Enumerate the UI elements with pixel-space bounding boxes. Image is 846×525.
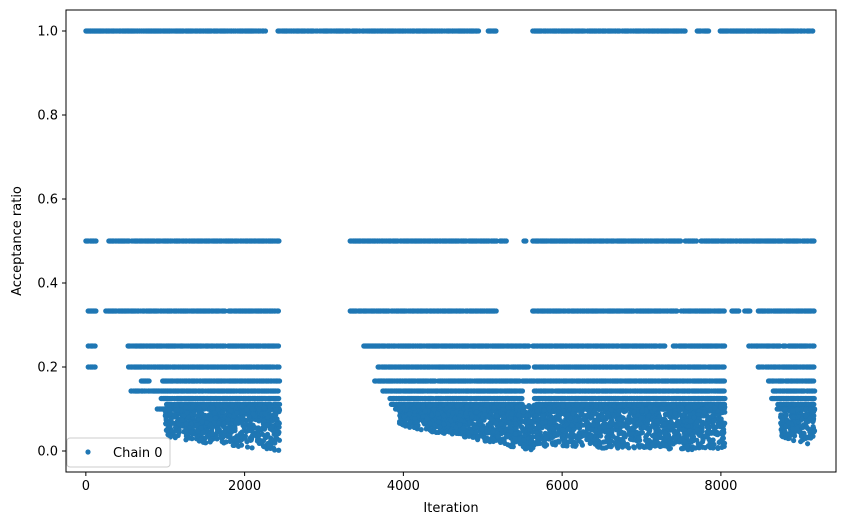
- data-point: [92, 343, 98, 349]
- data-point: [693, 238, 700, 244]
- data-point: [706, 28, 712, 34]
- data-point: [662, 343, 668, 349]
- data-point: [722, 343, 728, 349]
- data-point: [276, 364, 282, 370]
- data-point: [523, 238, 529, 244]
- data-point: [262, 28, 269, 34]
- data-point: [682, 28, 688, 34]
- data-point: [92, 364, 98, 370]
- data-point: [736, 308, 742, 314]
- data-point: [503, 238, 509, 244]
- data-point: [811, 364, 817, 370]
- data-point: [276, 238, 282, 244]
- data-point: [519, 388, 526, 394]
- data-point: [475, 28, 482, 34]
- data-point: [146, 378, 152, 384]
- data-point: [525, 364, 532, 370]
- data-point: [275, 388, 281, 394]
- data-point: [276, 378, 283, 384]
- data-point: [275, 308, 282, 314]
- data-point: [678, 238, 684, 244]
- data-point: [93, 238, 99, 244]
- data-point: [810, 28, 816, 34]
- data-point: [811, 343, 817, 349]
- data-point: [721, 378, 728, 384]
- data-point: [747, 308, 753, 314]
- data-point: [93, 308, 99, 314]
- data-point: [811, 238, 817, 244]
- data-point: [493, 308, 499, 314]
- scatter-points: [83, 28, 818, 453]
- data-point: [493, 28, 499, 34]
- data-point: [811, 308, 817, 314]
- data-point: [811, 378, 817, 384]
- data-point: [721, 364, 727, 370]
- data-point: [275, 343, 282, 349]
- data-point: [721, 308, 727, 314]
